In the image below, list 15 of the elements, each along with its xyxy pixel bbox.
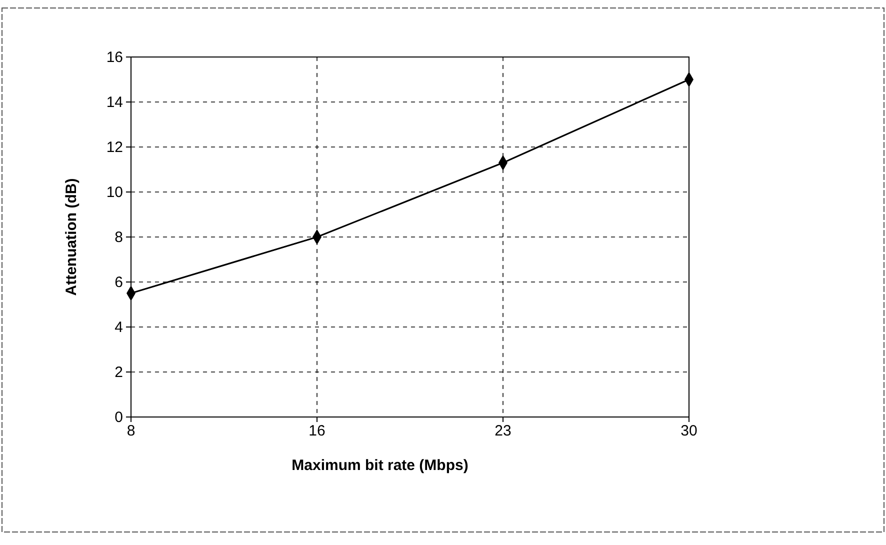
y-tick-label: 6 bbox=[114, 274, 123, 291]
y-tick-label: 10 bbox=[106, 184, 123, 201]
x-tick-label: 30 bbox=[680, 422, 698, 440]
y-tick-label: 0 bbox=[114, 408, 123, 426]
y-tick-label: 4 bbox=[114, 318, 123, 336]
y-axis-title: Attenuation (dB) bbox=[63, 178, 80, 296]
x-tick-label: 8 bbox=[126, 422, 136, 440]
y-tick-label: 14 bbox=[106, 94, 123, 111]
y-tick-label: 2 bbox=[114, 364, 123, 381]
y-tick-label: 8 bbox=[114, 228, 123, 246]
x-axis-title: Maximum bit rate (Mbps) bbox=[292, 457, 468, 474]
y-tick-label: 12 bbox=[106, 138, 123, 156]
x-tick-label: 23 bbox=[494, 422, 512, 440]
x-tick-label: 16 bbox=[308, 422, 326, 440]
y-tick-label: 16 bbox=[106, 48, 123, 66]
